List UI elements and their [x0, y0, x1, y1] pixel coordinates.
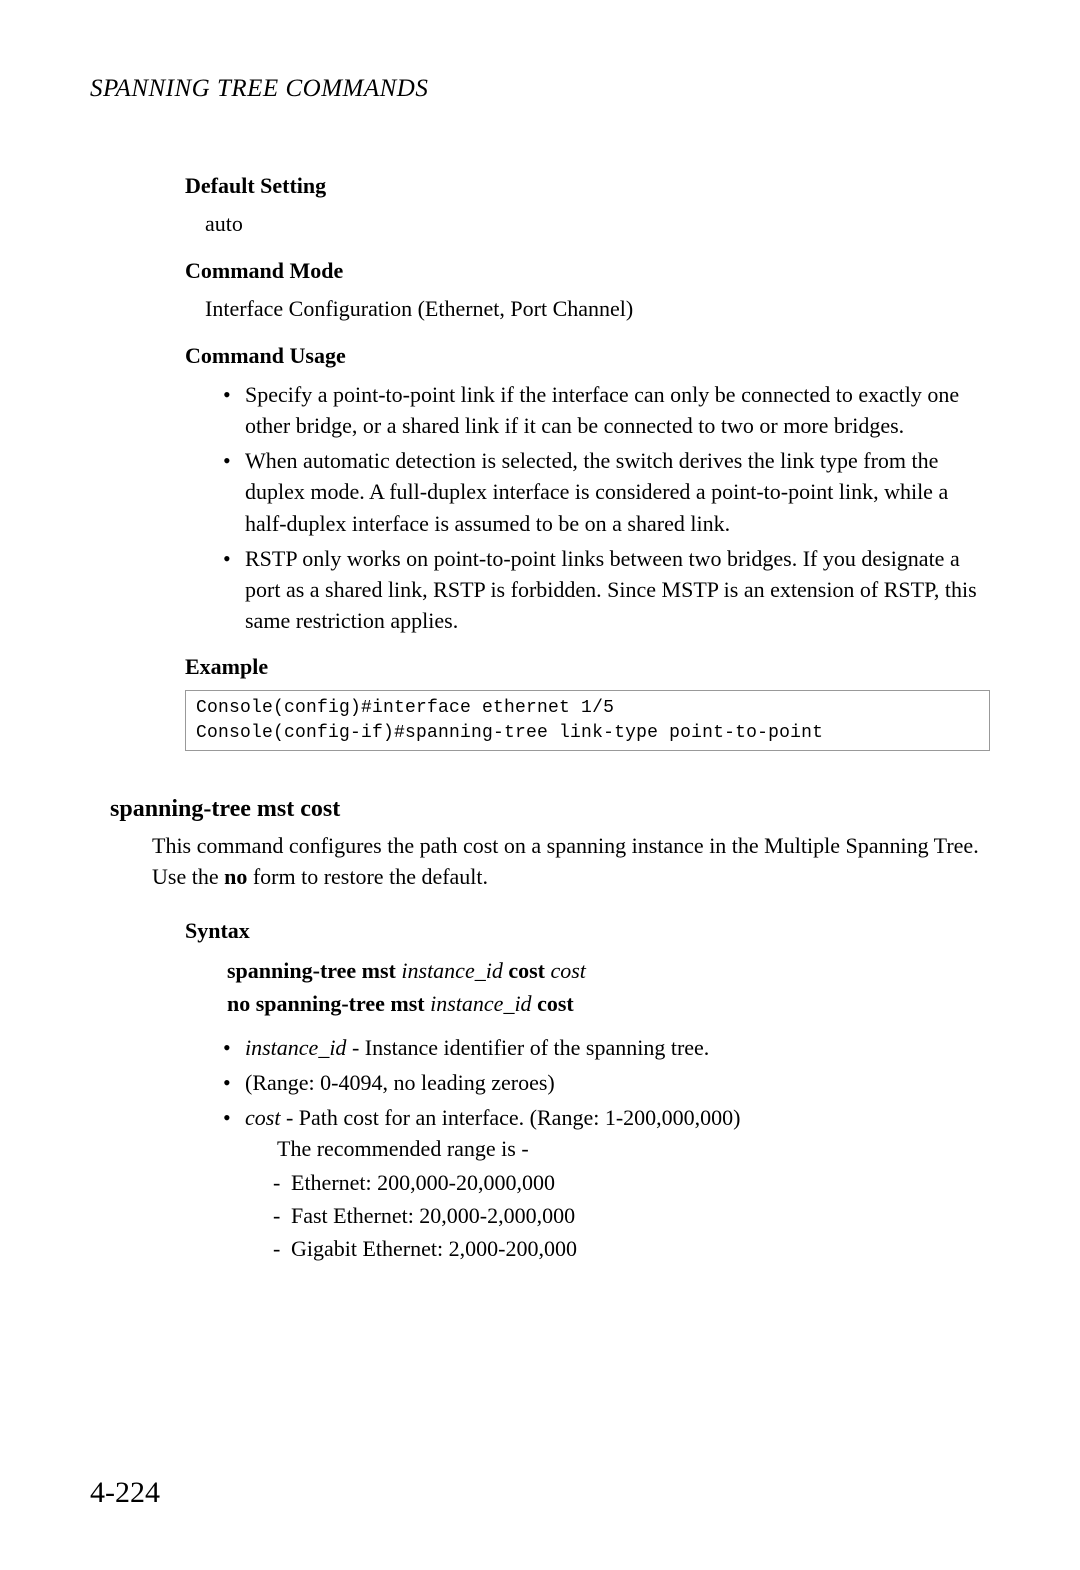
syn2-b2: cost	[537, 991, 574, 1016]
content-area: Default Setting auto Command Mode Interf…	[90, 173, 990, 751]
desc-bold: no	[224, 864, 247, 889]
range-sub-2: Fast Ethernet: 20,000-2,000,000	[273, 1200, 990, 1231]
usage-bullet-3: RSTP only works on point-to-point links …	[227, 543, 990, 637]
sb3-italic: cost	[245, 1105, 280, 1130]
usage-bullet-2: When automatic detection is selected, th…	[227, 445, 990, 539]
command-title: spanning-tree mst cost	[110, 796, 990, 823]
sb1-italic: instance_id	[245, 1035, 346, 1060]
command-mode-heading: Command Mode	[185, 258, 990, 284]
header-cap2: T	[210, 75, 231, 102]
syn2-b1: no spanning-tree mst	[227, 991, 425, 1016]
syn2-i1: instance_id	[430, 991, 531, 1016]
desc-part2: form to restore the default.	[247, 864, 488, 889]
sb3-text: - Path cost for an interface. (Range: 1-…	[280, 1105, 740, 1130]
syntax-area: Syntax spanning-tree mst instance_id cos…	[90, 918, 990, 1265]
usage-bullet-1: Specify a point-to-point link if the int…	[227, 379, 990, 441]
syn1-i1: instance_id	[401, 958, 502, 983]
example-code: Console(config)#interface ethernet 1/5 C…	[185, 690, 990, 751]
range-sub-1: Ethernet: 200,000-20,000,000	[273, 1167, 990, 1198]
range-sub-3: Gigabit Ethernet: 2,000-200,000	[273, 1233, 990, 1264]
header-cap1: S	[90, 75, 103, 102]
header-small1: PANNING	[103, 75, 210, 102]
syn1-i2: cost	[550, 958, 585, 983]
header-small2: REE	[231, 75, 278, 102]
syntax-line-2: no spanning-tree mst instance_id cost	[185, 987, 990, 1020]
syntax-line-1: spanning-tree mst instance_id cost cost	[185, 954, 990, 987]
command-description: This command configures the path cost on…	[90, 831, 990, 893]
page-header: SPANNING TREE COMMANDS	[90, 75, 990, 103]
syntax-bullet-list: instance_id - Instance identifier of the…	[185, 1032, 990, 1265]
sb3-subtext: The recommended range is -	[245, 1133, 990, 1164]
example-heading: Example	[185, 654, 990, 680]
syntax-bullet-2: (Range: 0-4094, no leading zeroes)	[227, 1067, 990, 1098]
command-usage-heading: Command Usage	[185, 343, 990, 369]
syntax-bullet-1: instance_id - Instance identifier of the…	[227, 1032, 990, 1063]
default-setting-heading: Default Setting	[185, 173, 990, 199]
command-usage-list: Specify a point-to-point link if the int…	[185, 379, 990, 637]
range-sublist: Ethernet: 200,000-20,000,000 Fast Ethern…	[245, 1167, 990, 1265]
sb1-text: - Instance identifier of the spanning tr…	[346, 1035, 709, 1060]
syntax-heading: Syntax	[185, 918, 990, 944]
header-cap3: C	[279, 75, 303, 102]
syntax-bullet-3: cost - Path cost for an interface. (Rang…	[227, 1102, 990, 1264]
command-mode-value: Interface Configuration (Ethernet, Port …	[185, 294, 990, 325]
syn1-b1: spanning-tree mst	[227, 958, 396, 983]
default-setting-value: auto	[185, 209, 990, 240]
header-small3: OMMANDS	[303, 75, 429, 102]
syn1-b2: cost	[508, 958, 545, 983]
page-number: 4-224	[90, 1476, 160, 1510]
